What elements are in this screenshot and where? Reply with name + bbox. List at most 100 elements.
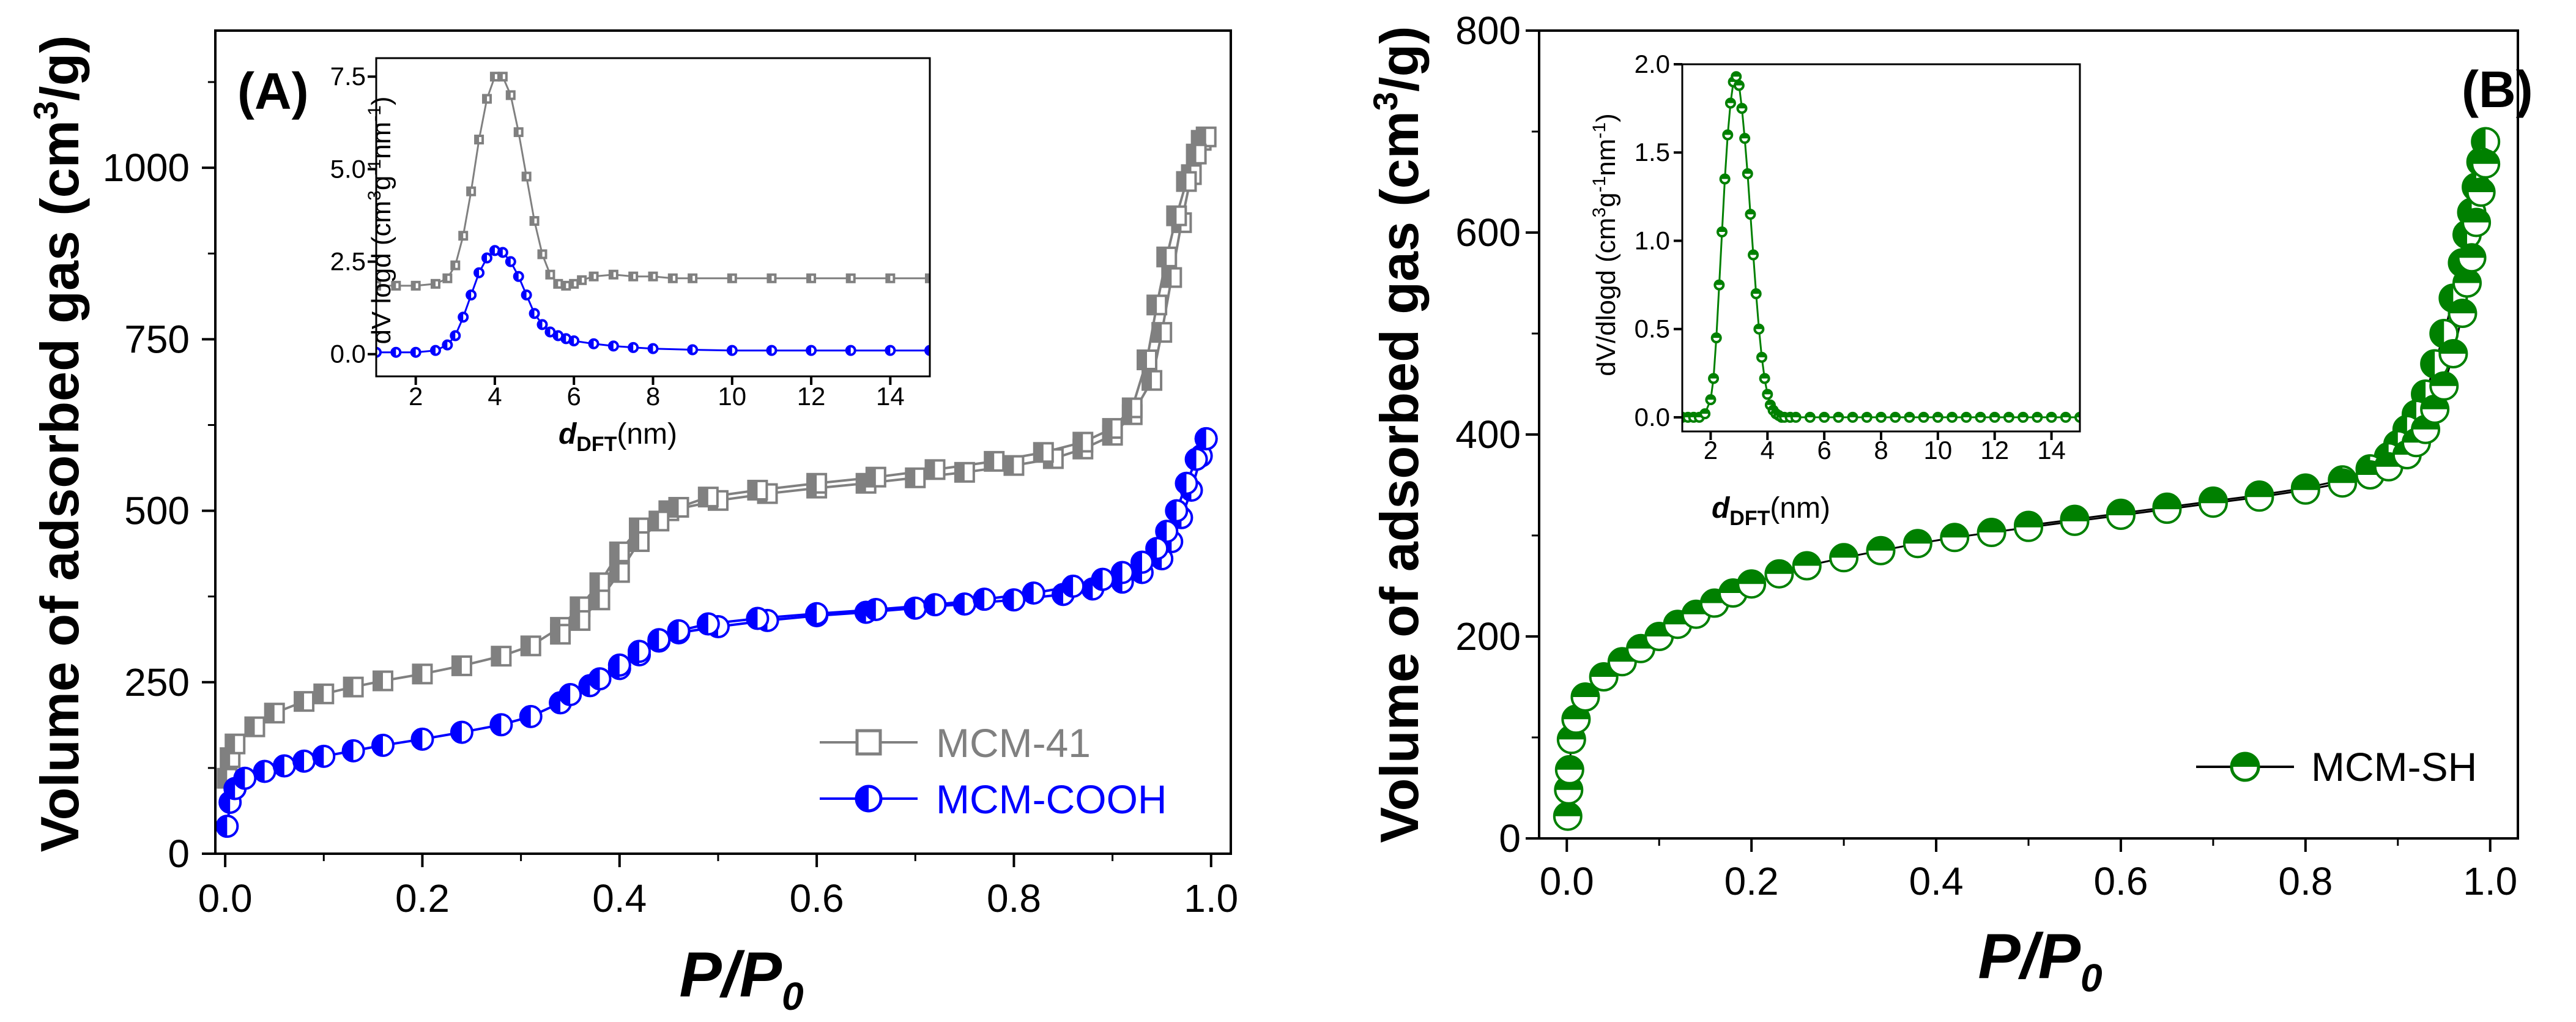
data-point-mcm-cooh-fill: [589, 668, 600, 690]
data-point-mcm-cooh-fill: [609, 654, 620, 676]
data-point-mcm-41-fill: [295, 692, 305, 711]
data-point-mcm-41-fill: [650, 512, 659, 531]
data-point-mcm-sh-fill: [1738, 570, 1765, 584]
inset-point-mcm-cooh-fill: [688, 345, 693, 354]
data-point-mcm-41-fill: [265, 704, 275, 723]
data-point-mcm-cooh-fill: [1176, 472, 1187, 494]
inset-point-mcm-sh-fill: [1758, 352, 1766, 357]
data-point-mcm-41-fill: [590, 573, 600, 592]
data-point-mcm-41-fill: [1187, 144, 1197, 163]
data-point-mcm-cooh-fill: [313, 745, 324, 767]
data-point-mcm-cooh-fill: [560, 684, 571, 705]
inset-point-mcm-41-fill: [499, 73, 503, 81]
data-point-mcm-sh-fill: [1867, 537, 1895, 551]
inset-point-mcm-sh-fill: [1791, 412, 1800, 417]
panel-b-inset-x-title: dDFT(nm): [1712, 492, 1830, 530]
inset-point-mcm-cooh-fill: [483, 253, 487, 263]
inset-point-mcm-cooh-fill: [475, 268, 480, 277]
panel-b-inset-ytick-label: 0.5: [1635, 315, 1670, 343]
panel-b-grid-ticks: [1526, 29, 2492, 852]
data-point-mcm-41-fill: [521, 636, 531, 655]
data-point-mcm-cooh-fill: [1053, 584, 1064, 605]
inset-point-mcm-cooh-fill: [886, 346, 891, 355]
inset-point-mcm-sh-fill: [1765, 400, 1775, 405]
data-point-mcm-41-fill: [1153, 323, 1162, 342]
panel-b-inset-ticks: [1674, 63, 2053, 440]
data-point-mcm-sh-fill: [2292, 476, 2319, 490]
inset-point-mcm-cooh-fill: [562, 334, 566, 343]
data-point-mcm-sh-fill: [2107, 502, 2134, 515]
data-point-mcm-cooh-fill: [1092, 569, 1103, 590]
panel-b-plot-area: [1553, 127, 2501, 831]
legend-label-mcm-41: MCM-41: [936, 720, 1091, 766]
data-point-mcm-sh-fill: [1793, 552, 1821, 566]
inset-point-mcm-sh-fill: [1754, 324, 1764, 329]
inset-point-mcm-sh-fill: [1751, 289, 1761, 294]
panel-a-xtick-label: 1.0: [1184, 876, 1238, 920]
data-point-mcm-cooh-fill: [412, 728, 423, 750]
inset-point-mcm-sh-fill: [2004, 412, 2013, 417]
data-point-mcm-cooh-fill: [1082, 578, 1093, 600]
panel-a: 0.0 0.2 0.4 0.6 0.8 1.0 0 250 500 750 10…: [26, 29, 1239, 1018]
panel-a-xtick-label: 0.8: [987, 876, 1041, 920]
inset-point-mcm-sh-fill: [1701, 409, 1710, 414]
panel-b-ytick-label: 800: [1455, 9, 1521, 53]
inset-point-mcm-sh-fill: [1962, 412, 1971, 417]
inset-point-mcm-sh-fill: [1749, 250, 1758, 255]
inset-point-mcm-cooh-fill: [490, 246, 495, 255]
legend-marker-mcm-cooh-fill: [856, 786, 869, 811]
panel-b-inset-frame: [1681, 63, 2081, 433]
inset-point-mcm-sh-fill: [1715, 280, 1724, 285]
inset-point-mcm-cooh-fill: [570, 336, 574, 345]
inset-point-mcm-41-fill: [578, 276, 582, 284]
data-point-mcm-cooh-fill: [629, 641, 640, 662]
inset-point-mcm-sh-fill: [2033, 412, 2042, 417]
data-point-mcm-sh-fill: [2246, 483, 2273, 498]
data-point-mcm-cooh-fill: [225, 778, 236, 799]
panel-b-ytick-label: 400: [1455, 412, 1521, 457]
data-point-mcm-41-fill: [610, 542, 620, 561]
panel-a-inset-xtick-label: 4: [488, 382, 502, 411]
panel-b-xtick-label: 0.6: [2093, 859, 2148, 903]
inset-point-mcm-41-fill: [689, 274, 693, 282]
data-point-mcm-sh-fill: [2463, 209, 2490, 223]
panel-b: 0.0 0.2 0.4 0.6 0.8 1.0 0 200 400 600 80…: [1366, 9, 2533, 1000]
panel-b-xtick-label: 1.0: [2463, 859, 2517, 903]
panel-a-label: (A): [237, 62, 309, 120]
data-point-mcm-cooh-fill: [668, 620, 679, 641]
data-point-mcm-cooh-fill: [974, 589, 985, 610]
inset-point-mcm-41-fill: [412, 282, 416, 289]
panel-a-legend: MCM-41 MCM-COOH: [820, 720, 1167, 822]
data-point-mcm-41-fill: [226, 734, 236, 753]
panel-b-y-axis-title: Volume of adsorbed gas (cm3/g): [1366, 26, 1430, 843]
inset-point-mcm-sh-fill: [1976, 412, 1985, 417]
data-point-mcm-41-fill: [630, 532, 640, 551]
panel-b-xtick-label: 0.8: [2278, 859, 2333, 903]
inset-point-mcm-cooh-fill: [538, 320, 543, 329]
data-point-mcm-cooh-fill: [1023, 583, 1034, 604]
panel-a-xtick-labels: 0.0 0.2 0.4 0.6 0.8 1.0: [198, 876, 1239, 920]
inset-point-mcm-sh-fill: [1723, 130, 1732, 135]
inset-point-mcm-41-fill: [609, 270, 614, 278]
panel-b-xtick-label: 0.2: [1724, 859, 1779, 903]
inset-point-mcm-cooh-fill: [514, 272, 519, 281]
panel-a-inset-ticks: [368, 75, 892, 385]
inset-point-mcm-sh-fill: [1737, 104, 1746, 109]
inset-point-mcm-sh-fill: [1732, 72, 1741, 77]
panel-b-inset-ytick-labels: 0.0 0.5 1.0 1.5 2.0: [1635, 50, 1670, 431]
data-point-mcm-sh-fill: [2472, 150, 2500, 164]
data-point-mcm-cooh-fill: [372, 734, 383, 756]
panel-a-inset-xtick-label: 8: [646, 382, 660, 411]
data-point-mcm-sh-fill: [2153, 496, 2181, 510]
panel-b-inset-xtick-label: 8: [1874, 436, 1888, 464]
panel-b-xtick-labels: 0.0 0.2 0.4 0.6 0.8 1.0: [1540, 859, 2517, 903]
data-point-mcm-cooh-fill: [254, 761, 265, 782]
inset-point-mcm-cooh-fill: [926, 346, 930, 355]
inset-point-mcm-cooh-fill: [392, 348, 396, 357]
data-point-mcm-41-fill: [413, 665, 423, 684]
inset-point-mcm-41-fill: [451, 261, 456, 269]
data-point-mcm-41-fill: [610, 563, 620, 582]
data-point-mcm-sh-fill: [2458, 244, 2485, 258]
legend-marker-mcm-sh-fill: [2232, 753, 2259, 767]
panel-b-legend: MCM-SH: [2196, 744, 2477, 789]
